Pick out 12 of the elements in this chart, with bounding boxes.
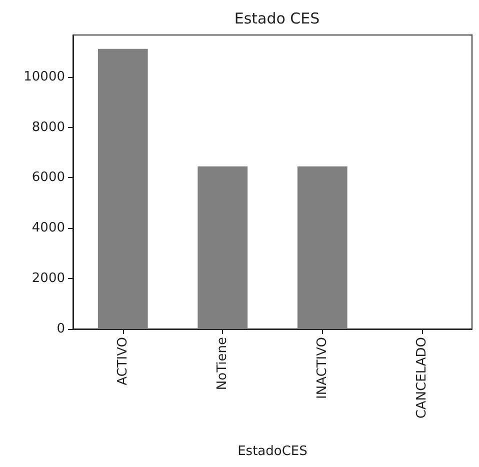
y-tick-label: 4000 bbox=[32, 220, 65, 236]
y-tick-label: 8000 bbox=[32, 120, 65, 135]
x-tick-label: NoTiene bbox=[215, 337, 230, 390]
x-tick-label: INACTIVO bbox=[314, 337, 330, 399]
y-tick-label: 10000 bbox=[24, 69, 65, 84]
chart-title: Estado CES bbox=[234, 10, 320, 28]
y-tick-label: 0 bbox=[56, 322, 65, 336]
x-tick-label: CANCELADO bbox=[414, 337, 430, 419]
y-tick-label: 2000 bbox=[32, 271, 65, 286]
x-axis-title: EstadoCES bbox=[238, 444, 308, 459]
x-tick-label: ACTIVO bbox=[115, 337, 130, 386]
y-tick-label: 6000 bbox=[32, 170, 65, 186]
